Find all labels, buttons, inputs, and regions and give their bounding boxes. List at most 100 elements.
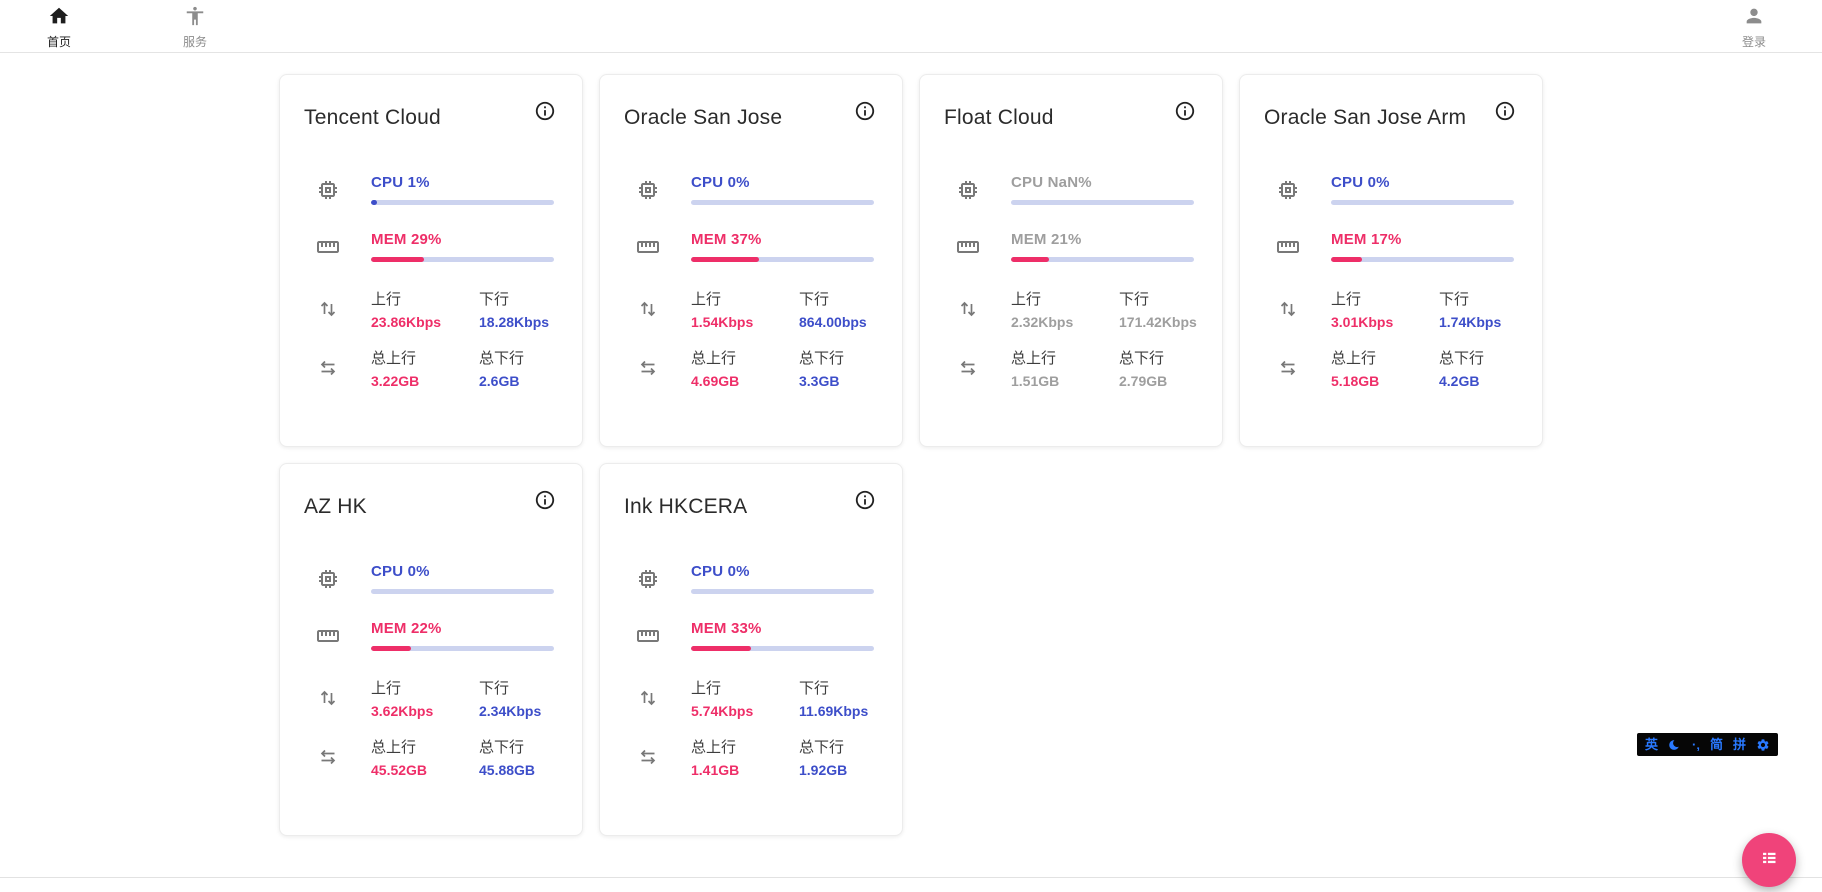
- total-download-label: 总下行: [479, 739, 525, 756]
- ime-toolbar: 英 ·‚ 简 拼: [1637, 733, 1778, 756]
- server-name: Oracle San Jose: [624, 106, 783, 129]
- cpu-chip-icon: [316, 567, 340, 591]
- info-icon[interactable]: [1494, 100, 1518, 124]
- cpu-row: CPU 1%: [304, 174, 558, 205]
- info-icon[interactable]: [854, 100, 878, 124]
- total-download-value: 2.6GB: [479, 373, 520, 389]
- total-row: 总上行 45.52GB 总下行 45.88GB: [304, 736, 558, 778]
- up-down-arrows-icon: [316, 297, 340, 321]
- mem-usage-text: MEM 17%: [1331, 231, 1402, 248]
- speed-row: 上行 3.62Kbps 下行 2.34Kbps: [304, 677, 558, 719]
- ime-punctuation-mode[interactable]: ·‚: [1692, 737, 1700, 752]
- info-icon[interactable]: [854, 489, 878, 513]
- mem-progress-fill: [1011, 257, 1050, 262]
- server-card: Oracle San Jose CPU 0% MEM 37%: [599, 74, 903, 447]
- ime-pinyin-mode[interactable]: 拼: [1732, 737, 1746, 752]
- moon-icon[interactable]: [1668, 738, 1682, 752]
- cpu-progress-bar: [1331, 200, 1514, 205]
- mem-progress-bar: [371, 257, 554, 262]
- mem-row: MEM 22%: [304, 620, 558, 651]
- total-upload-label: 总上行: [691, 350, 737, 367]
- mem-row: MEM 21%: [944, 231, 1198, 262]
- cpu-usage-text: CPU 0%: [371, 563, 430, 580]
- memory-ruler-icon: [1276, 235, 1300, 259]
- swap-arrows-icon: [956, 356, 980, 380]
- mem-progress-fill: [691, 646, 752, 651]
- cpu-usage-text: CPU 0%: [691, 174, 750, 191]
- nav-item-services[interactable]: 服务: [170, 5, 220, 50]
- upload-label: 上行: [371, 680, 402, 697]
- speed-row: 上行 1.54Kbps 下行 864.00bps: [624, 288, 878, 330]
- download-value: 864.00bps: [799, 314, 867, 330]
- total-row: 总上行 5.18GB 总下行 4.2GB: [1264, 347, 1518, 389]
- memory-ruler-icon: [636, 624, 660, 648]
- server-card: Float Cloud CPU NaN% MEM 21%: [919, 74, 1223, 447]
- nav-item-home[interactable]: 首页: [34, 5, 84, 50]
- upload-value: 2.32Kbps: [1011, 314, 1074, 330]
- total-upload-value: 1.51GB: [1011, 373, 1060, 389]
- memory-ruler-icon: [316, 235, 340, 259]
- upload-value: 3.01Kbps: [1331, 314, 1394, 330]
- total-download-label: 总下行: [479, 350, 525, 367]
- total-download-label: 总下行: [799, 739, 845, 756]
- total-upload-label: 总上行: [371, 739, 417, 756]
- cpu-progress-bar: [371, 200, 554, 205]
- swap-arrows-icon: [636, 745, 660, 769]
- mem-row: MEM 37%: [624, 231, 878, 262]
- server-card: Tencent Cloud CPU 1% MEM 29%: [279, 74, 583, 447]
- total-upload-label: 总上行: [691, 739, 737, 756]
- ime-simplified-mode[interactable]: 简: [1709, 737, 1723, 752]
- server-name: Float Cloud: [944, 106, 1054, 129]
- info-icon[interactable]: [1174, 100, 1198, 124]
- download-value: 1.74Kbps: [1439, 314, 1502, 330]
- upload-label: 上行: [691, 291, 722, 308]
- cpu-row: CPU 0%: [1264, 174, 1518, 205]
- up-down-arrows-icon: [316, 686, 340, 710]
- nav-item-login[interactable]: 登录: [1729, 5, 1779, 50]
- memory-ruler-icon: [636, 235, 660, 259]
- upload-value: 1.54Kbps: [691, 314, 754, 330]
- total-download-value: 1.92GB: [799, 762, 848, 778]
- cpu-usage-text: CPU NaN%: [1011, 174, 1092, 191]
- up-down-arrows-icon: [636, 686, 660, 710]
- total-row: 总上行 1.41GB 总下行 1.92GB: [624, 736, 878, 778]
- info-icon[interactable]: [534, 100, 558, 124]
- upload-label: 上行: [371, 291, 402, 308]
- upload-value: 3.62Kbps: [371, 703, 434, 719]
- server-list-fab-button[interactable]: [1742, 833, 1796, 887]
- home-icon: [48, 5, 70, 32]
- server-card: Ink HKCERA CPU 0% MEM 33%: [599, 463, 903, 836]
- mem-progress-bar: [1011, 257, 1194, 262]
- list-icon: [1756, 845, 1782, 876]
- info-icon[interactable]: [534, 489, 558, 513]
- up-down-arrows-icon: [636, 297, 660, 321]
- download-value: 171.42Kbps: [1119, 314, 1197, 330]
- speed-row: 上行 5.74Kbps 下行 11.69Kbps: [624, 677, 878, 719]
- upload-value: 5.74Kbps: [691, 703, 754, 719]
- cpu-row: CPU 0%: [624, 563, 878, 594]
- mem-usage-text: MEM 33%: [691, 620, 762, 637]
- total-row: 总上行 1.51GB 总下行 2.79GB: [944, 347, 1198, 389]
- mem-progress-bar: [691, 646, 874, 651]
- download-label: 下行: [1439, 291, 1470, 308]
- cpu-progress-bar: [1011, 200, 1194, 205]
- download-label: 下行: [1119, 291, 1150, 308]
- total-download-value: 2.79GB: [1119, 373, 1168, 389]
- total-download-value: 4.2GB: [1439, 373, 1480, 389]
- total-download-label: 总下行: [1439, 350, 1485, 367]
- total-upload-value: 3.22GB: [371, 373, 420, 389]
- cpu-chip-icon: [636, 178, 660, 202]
- server-name: Tencent Cloud: [304, 106, 441, 129]
- cpu-progress-bar: [691, 589, 874, 594]
- total-row: 总上行 3.22GB 总下行 2.6GB: [304, 347, 558, 389]
- upload-value: 23.86Kbps: [371, 314, 442, 330]
- cpu-chip-icon: [636, 567, 660, 591]
- download-value: 2.34Kbps: [479, 703, 542, 719]
- ime-settings-gear-icon[interactable]: [1756, 738, 1770, 752]
- mem-progress-fill: [371, 257, 425, 262]
- mem-progress-fill: [371, 646, 412, 651]
- server-grid: Tencent Cloud CPU 1% MEM 29%: [279, 74, 1543, 836]
- ime-english-mode[interactable]: 英: [1645, 737, 1659, 752]
- total-upload-value: 5.18GB: [1331, 373, 1380, 389]
- top-nav: 首页 服务 登录: [0, 0, 1822, 53]
